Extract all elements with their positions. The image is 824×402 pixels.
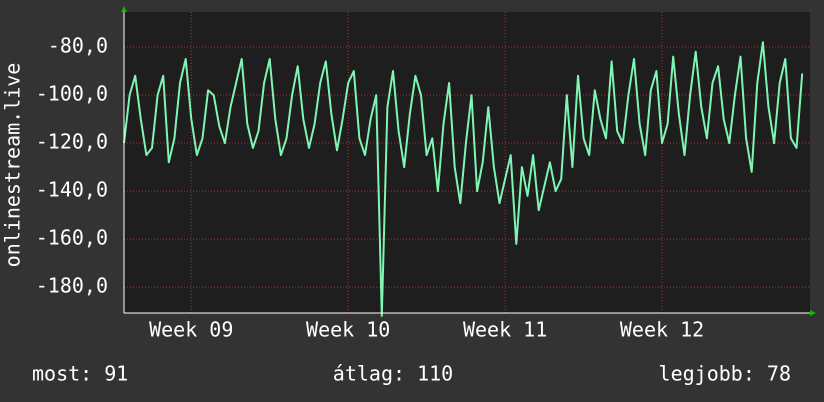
x-tick-label: Week 12	[620, 318, 704, 342]
y-tick-label: -120,0	[36, 130, 108, 154]
x-tick-label: Week 11	[463, 318, 547, 342]
y-axis-label: onlinestream.live	[1, 63, 25, 268]
summary-best: legjobb: 78	[659, 362, 791, 386]
y-tick-label: -80,0	[48, 34, 108, 58]
y-tick-label: -180,0	[36, 274, 108, 298]
data-line	[123, 41, 804, 317]
summary-average: átlag: 110	[333, 362, 453, 386]
y-tick-label: -140,0	[36, 178, 108, 202]
x-tick-label: Week 10	[306, 318, 390, 342]
axis-arrow	[810, 310, 816, 316]
plot-area	[124, 12, 810, 313]
y-tick-label: -100,0	[36, 82, 108, 106]
y-tick-label: -160,0	[36, 226, 108, 250]
x-tick-label: Week 09	[149, 318, 233, 342]
summary-current: most: 91	[32, 362, 128, 386]
axis-arrow	[121, 6, 127, 12]
